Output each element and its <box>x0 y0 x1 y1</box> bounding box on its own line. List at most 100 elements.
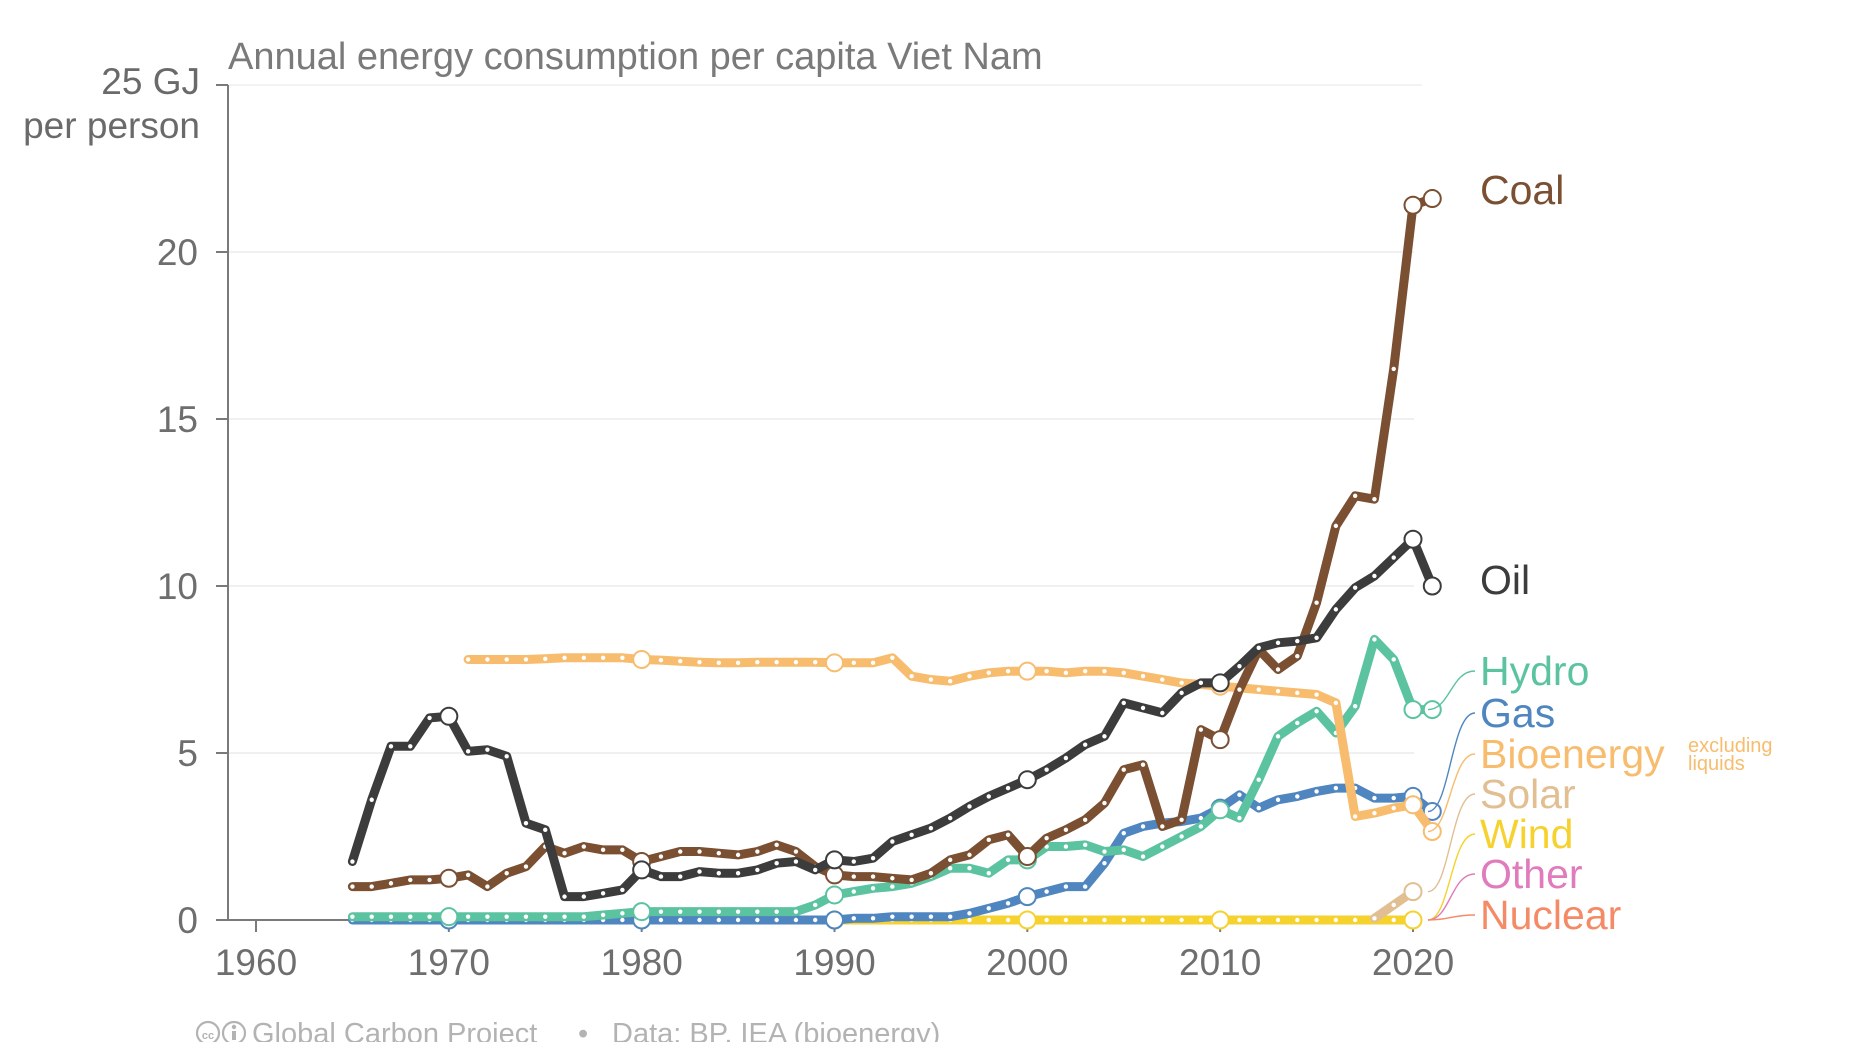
point-hydro-1972 <box>485 914 490 919</box>
point-coal-1966 <box>369 884 374 889</box>
point-hydro-2003 <box>1082 842 1088 848</box>
point-oil-1970 <box>439 706 459 726</box>
point-gas-1988 <box>793 917 799 923</box>
point-bioenergy-2006 <box>1140 673 1146 679</box>
point-hydro-1968 <box>408 914 413 919</box>
point-coal-1969 <box>427 877 432 883</box>
point-coal-2002 <box>1063 827 1069 833</box>
point-coal-1974 <box>523 864 529 869</box>
point-gas-2013 <box>1275 797 1281 802</box>
point-hydro-1977 <box>581 914 587 919</box>
point-coal-2010 <box>1210 730 1230 750</box>
point-oil-2018 <box>1372 573 1377 579</box>
y-axis-label-line1: 25 GJ <box>101 61 200 102</box>
point-hydro-2015 <box>1314 709 1319 714</box>
point-gas-1986 <box>755 917 760 923</box>
x-tick-label-1990: 1990 <box>793 942 875 983</box>
point-oil-1990 <box>825 850 844 870</box>
point-oil-1988 <box>793 859 799 864</box>
point-hydro-2002 <box>1063 844 1069 849</box>
point-coal-1968 <box>408 877 413 883</box>
point-bioenergy-1983 <box>697 659 702 665</box>
series-gas <box>347 783 1442 930</box>
connector-nuclear <box>1427 914 1476 921</box>
y-tick-label-20: 20 <box>157 232 198 273</box>
point-wind-2009 <box>1198 917 1204 923</box>
point-gas-1992 <box>870 916 876 921</box>
point-coal-1973 <box>504 871 509 876</box>
point-gas-1979 <box>620 917 625 923</box>
point-hydro-2011 <box>1237 815 1242 821</box>
point-hydro-2020 <box>1403 700 1423 720</box>
point-coal-1967 <box>388 881 394 886</box>
point-gas-2004 <box>1102 861 1107 866</box>
point-coal-2001 <box>1044 835 1049 841</box>
y-tick-label-0: 0 <box>177 900 198 941</box>
footer-credit: Global Carbon Project <box>252 1018 537 1042</box>
point-hydro-2014 <box>1295 720 1300 726</box>
point-coal-2009 <box>1198 727 1204 732</box>
point-gas-2016 <box>1333 785 1339 791</box>
point-bioenergy-2020 <box>1403 795 1423 815</box>
point-gas-1998 <box>986 906 991 911</box>
point-bioenergy-1996 <box>948 678 953 684</box>
point-oil-2009 <box>1198 680 1204 686</box>
point-gas-1985 <box>735 917 741 923</box>
attribution-icon <box>221 1020 247 1042</box>
point-bioenergy-1989 <box>813 659 818 665</box>
point-oil-1966 <box>369 797 374 802</box>
point-bioenergy-1973 <box>504 657 509 662</box>
point-oil-2012 <box>1256 645 1261 650</box>
point-coal-1991 <box>851 874 856 879</box>
point-gas-2006 <box>1140 824 1146 829</box>
point-wind-2002 <box>1063 917 1069 923</box>
point-wind-2017 <box>1352 917 1358 923</box>
point-gas-2012 <box>1256 805 1261 811</box>
chart-title: Annual energy consumption per capita Vie… <box>228 36 1043 78</box>
point-bioenergy-2016 <box>1333 700 1339 706</box>
point-coal-1984 <box>716 851 721 856</box>
point-oil-1973 <box>504 754 509 759</box>
point-oil-1987 <box>774 861 779 866</box>
point-gas-2001 <box>1044 889 1049 894</box>
point-coal-2013 <box>1275 667 1281 672</box>
point-coal-1965 <box>350 884 355 889</box>
point-oil-2020 <box>1403 529 1423 549</box>
point-bioenergy-2017 <box>1352 814 1358 819</box>
point-bioenergy-1992 <box>870 660 876 666</box>
point-coal-1970 <box>439 868 459 888</box>
y-tick-label-5: 5 <box>177 733 198 774</box>
point-oil-1967 <box>388 744 394 749</box>
point-oil-1976 <box>562 894 567 899</box>
point-wind-2016 <box>1333 917 1339 923</box>
point-oil-1992 <box>870 856 876 861</box>
point-bioenergy-1982 <box>678 658 683 664</box>
point-coal-1982 <box>678 849 683 854</box>
point-hydro-1987 <box>774 909 779 914</box>
point-hydro-1970 <box>439 907 459 927</box>
point-oil-1993 <box>890 839 895 844</box>
svg-text:cc: cc <box>202 1030 214 1042</box>
point-hydro-1997 <box>967 866 972 871</box>
point-hydro-1990 <box>825 885 844 905</box>
point-bioenergy-2002 <box>1063 670 1069 676</box>
legend-wind: Wind <box>1480 811 1573 857</box>
axes: 0 5 10 15 20 1960 1970 1980 1990 2000 2010 2020 <box>157 84 1454 983</box>
point-wind-2010 <box>1210 910 1230 930</box>
point-oil-1977 <box>581 894 587 899</box>
point-oil-1979 <box>620 887 625 893</box>
point-gas-1999 <box>1005 901 1011 906</box>
point-bioenergy-1976 <box>562 655 567 661</box>
point-coal-1993 <box>890 876 895 881</box>
point-coal-2021 <box>1422 189 1442 209</box>
point-oil-1986 <box>755 867 760 873</box>
point-hydro-2010 <box>1210 800 1230 820</box>
point-hydro-1965 <box>350 914 355 919</box>
point-oil-1971 <box>465 749 471 754</box>
point-coal-2016 <box>1333 523 1339 529</box>
point-coal-2008 <box>1179 817 1184 822</box>
cc-license-icon: cc <box>195 1020 221 1042</box>
footer-separator: • <box>578 1018 588 1042</box>
point-oil-2004 <box>1102 734 1107 739</box>
point-hydro-2006 <box>1140 854 1146 859</box>
